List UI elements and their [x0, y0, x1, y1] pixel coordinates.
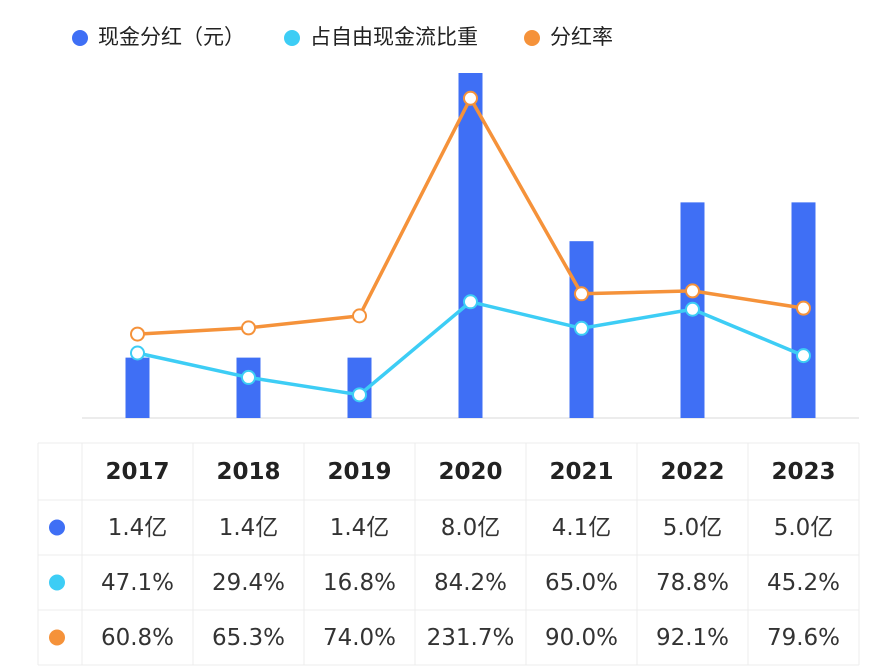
table-cell: 8.0亿: [441, 515, 501, 541]
bar: [458, 73, 483, 418]
table-header: 2018: [216, 459, 280, 485]
table-header: 2021: [549, 459, 613, 485]
point: [574, 320, 589, 336]
table-cell: 60.8%: [101, 625, 174, 651]
table-cell: 78.8%: [656, 570, 729, 596]
bar: [236, 357, 261, 418]
table-cell: 90.0%: [545, 625, 618, 651]
table-header: 2020: [438, 459, 502, 485]
point: [685, 283, 700, 299]
legend-marker: [524, 30, 540, 46]
row-marker: [49, 629, 65, 646]
table-cell: 45.2%: [767, 570, 840, 596]
table-cell: 1.4亿: [330, 515, 390, 541]
table-cell: 5.0亿: [663, 515, 723, 541]
legend-label: 分红率: [550, 25, 613, 49]
table-cell: 47.1%: [101, 570, 174, 596]
point: [574, 286, 589, 302]
point: [796, 348, 811, 364]
point: [796, 300, 811, 316]
table-cell: 1.4亿: [108, 515, 168, 541]
point: [463, 294, 478, 310]
table-cell: 231.7%: [427, 625, 515, 651]
row-marker: [49, 574, 65, 591]
table-header: 2022: [660, 459, 724, 485]
table-cell: 29.4%: [212, 570, 285, 596]
table-cell: 74.0%: [323, 625, 396, 651]
table-cell: 84.2%: [434, 570, 507, 596]
table-cell: 16.8%: [323, 570, 396, 596]
point: [241, 369, 256, 385]
point: [241, 320, 256, 336]
legend-label: 占自由现金流比重: [310, 25, 478, 49]
table-cell: 65.0%: [545, 570, 618, 596]
point: [463, 90, 478, 106]
legend-marker: [284, 30, 300, 46]
point: [685, 301, 700, 317]
point: [352, 387, 367, 403]
table-header: 2019: [327, 459, 391, 485]
table-cell: 4.1亿: [552, 515, 612, 541]
point: [352, 308, 367, 324]
legend-marker: [72, 30, 88, 46]
row-marker: [49, 519, 65, 536]
legend-label: 现金分红（元）: [98, 25, 245, 49]
point: [130, 345, 145, 361]
table-header: 2017: [105, 459, 169, 485]
bar: [125, 357, 150, 418]
table-header: 2023: [771, 459, 835, 485]
table-cell: 1.4亿: [219, 515, 279, 541]
table-cell: 5.0亿: [774, 515, 834, 541]
table-cell: 79.6%: [767, 625, 840, 651]
table-cell: 65.3%: [212, 625, 285, 651]
point: [130, 326, 145, 342]
table-cell: 92.1%: [656, 625, 729, 651]
